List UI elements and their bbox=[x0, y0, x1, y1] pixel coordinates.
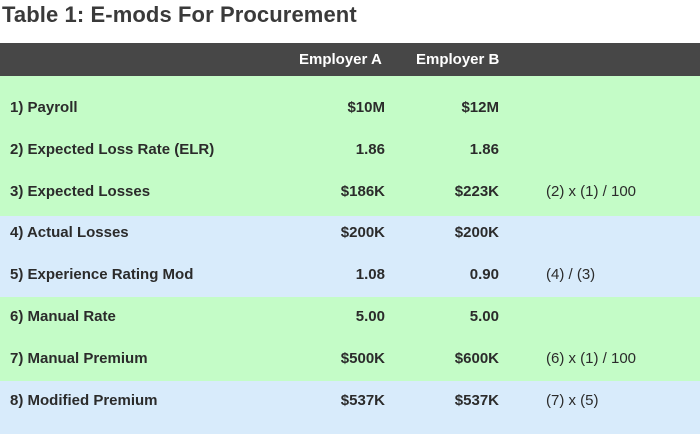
row-label: 6) Manual Rate bbox=[10, 308, 116, 325]
table-row: 3) Expected Losses $186K $223K (2) x (1)… bbox=[0, 183, 700, 203]
table-row: 5) Experience Rating Mod 1.08 0.90 (4) /… bbox=[0, 266, 700, 286]
table-row: 2) Expected Loss Rate (ELR) 1.86 1.86 bbox=[0, 141, 700, 161]
row-label: 3) Expected Losses bbox=[10, 183, 151, 200]
table-header: Employer A Employer B bbox=[0, 43, 700, 76]
table-row: 8) Modified Premium $537K $537K (7) x (5… bbox=[0, 392, 700, 412]
row-label: 7) Manual Premium bbox=[10, 350, 148, 367]
row-label: 4) Actual Losses bbox=[10, 224, 129, 241]
row-label: 1) Payroll bbox=[10, 99, 78, 116]
employer-b-value: 0.90 bbox=[469, 266, 499, 283]
row-group-manual: 6) Manual Rate 5.00 5.00 7) Manual Premi… bbox=[0, 297, 700, 381]
employer-a-value: $186K bbox=[340, 183, 385, 200]
employer-a-value: 1.08 bbox=[355, 266, 385, 283]
emods-table: Employer A Employer B 1) Payroll $10M $1… bbox=[0, 43, 700, 434]
table-row: 4) Actual Losses $200K $200K bbox=[0, 224, 700, 244]
table-title: Table 1: E-mods For Procurement bbox=[2, 2, 357, 27]
table-row: 1) Payroll $10M $12M bbox=[0, 99, 700, 119]
row-formula: (2) x (1) / 100 bbox=[546, 183, 637, 200]
employer-a-value: 5.00 bbox=[355, 308, 385, 325]
column-header-employer-a: Employer A bbox=[299, 51, 382, 68]
employer-b-value: $600K bbox=[454, 350, 499, 367]
employer-b-value: 1.86 bbox=[469, 141, 499, 158]
table-row: 6) Manual Rate 5.00 5.00 bbox=[0, 308, 700, 328]
employer-a-value: $537K bbox=[340, 392, 385, 409]
employer-b-value: 5.00 bbox=[469, 308, 499, 325]
column-header-employer-b: Employer B bbox=[416, 51, 500, 68]
row-group-modified: 8) Modified Premium $537K $537K (7) x (5… bbox=[0, 381, 700, 434]
table-row: 7) Manual Premium $500K $600K (6) x (1) … bbox=[0, 350, 700, 370]
row-group-expected: 1) Payroll $10M $12M 2) Expected Loss Ra… bbox=[0, 76, 700, 216]
employer-a-value: $10M bbox=[347, 99, 385, 116]
row-formula: (6) x (1) / 100 bbox=[546, 350, 637, 367]
row-label: 2) Expected Loss Rate (ELR) bbox=[10, 141, 215, 158]
row-formula: (4) / (3) bbox=[546, 266, 596, 283]
row-group-actual: 4) Actual Losses $200K $200K 5) Experien… bbox=[0, 216, 700, 297]
employer-b-value: $223K bbox=[454, 183, 499, 200]
employer-b-value: $537K bbox=[454, 392, 499, 409]
employer-b-value: $200K bbox=[454, 224, 499, 241]
row-formula: (7) x (5) bbox=[546, 392, 599, 409]
employer-a-value: $200K bbox=[340, 224, 385, 241]
employer-a-value: 1.86 bbox=[355, 141, 385, 158]
row-label: 5) Experience Rating Mod bbox=[10, 266, 194, 283]
row-label: 8) Modified Premium bbox=[10, 392, 158, 409]
employer-a-value: $500K bbox=[340, 350, 385, 367]
employer-b-value: $12M bbox=[461, 99, 499, 116]
